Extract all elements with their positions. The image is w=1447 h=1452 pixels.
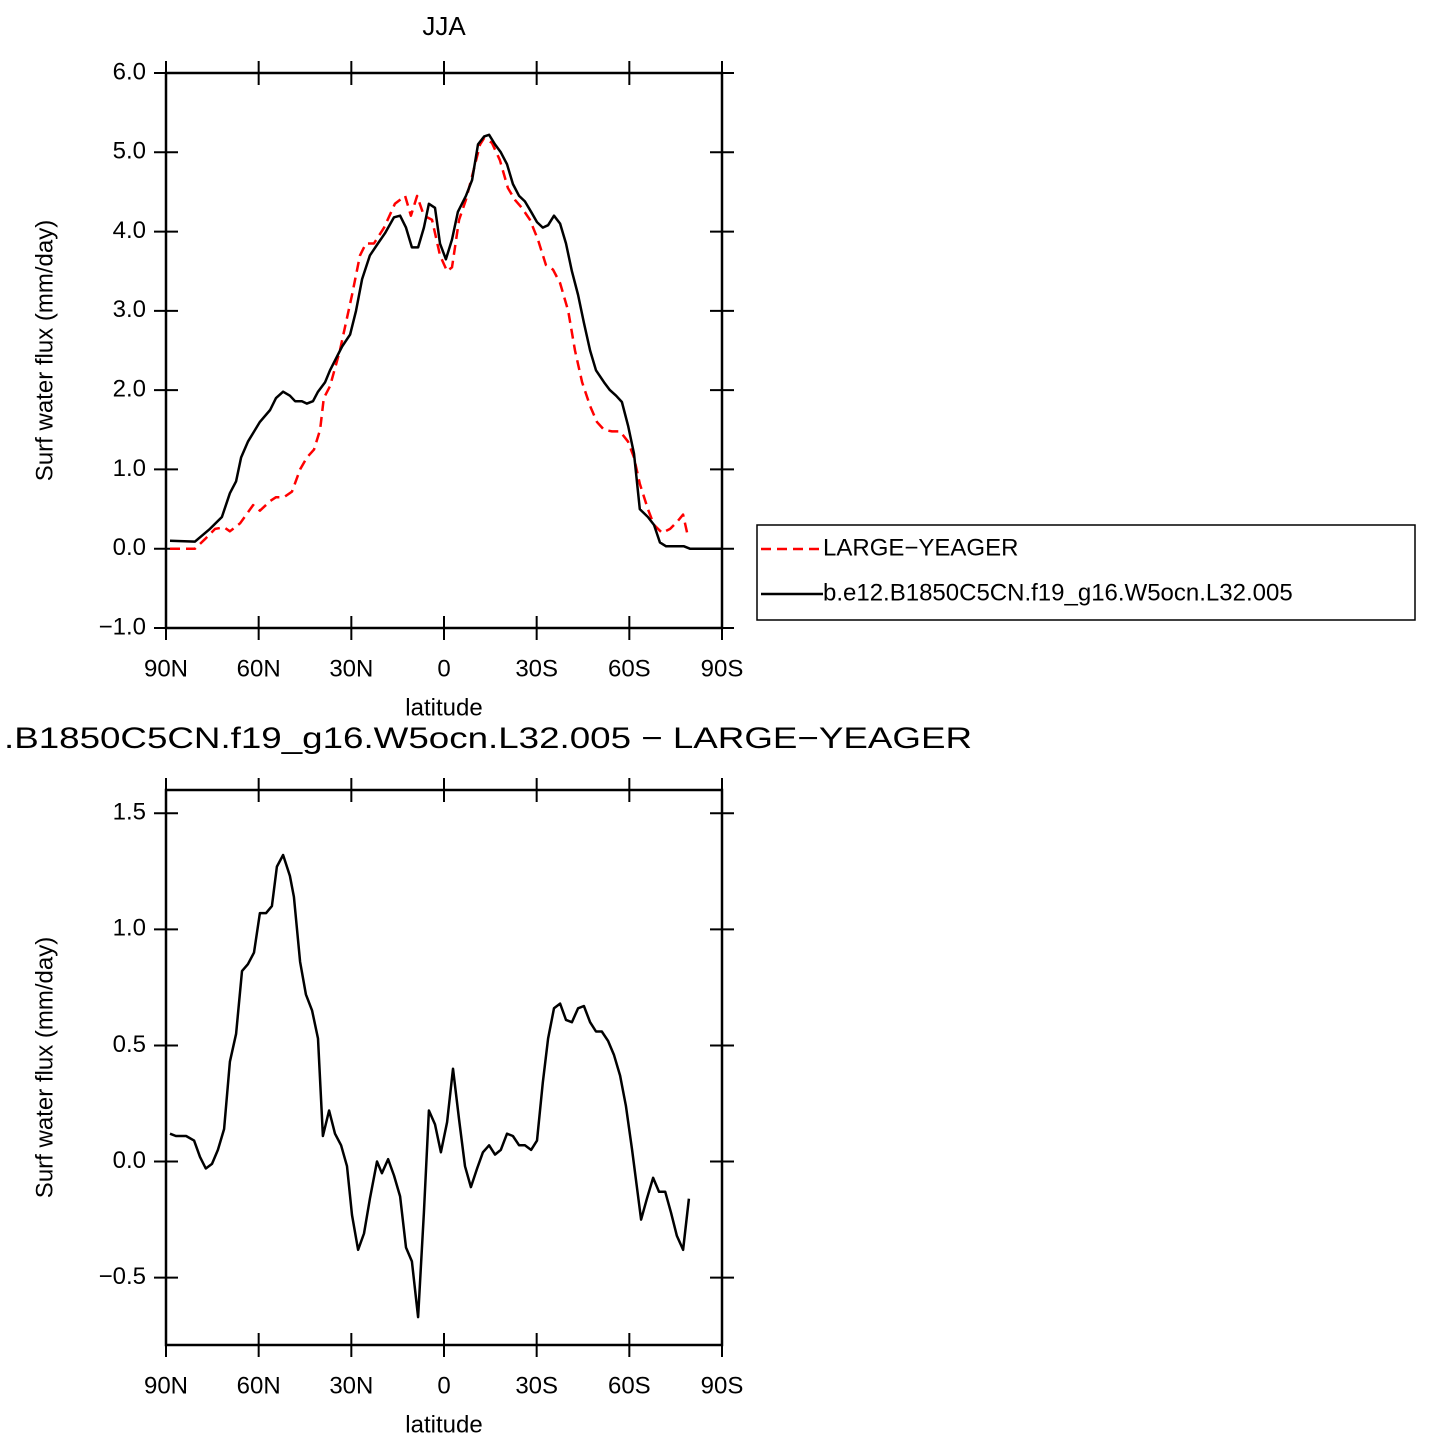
legend-box: [756, 524, 1416, 621]
y-tick-label: 0.0: [113, 1147, 146, 1174]
data-line: [170, 136, 690, 550]
data-line: [169, 853, 691, 1319]
y-tick-label: 5.0: [113, 138, 146, 165]
x-tick-label: 60S: [608, 655, 651, 682]
chart-title: JJA: [422, 11, 466, 41]
y-tick-label: 3.0: [113, 296, 146, 323]
legend-label: LARGE−YEAGER: [823, 534, 1018, 561]
y-tick-label: 1.0: [113, 455, 146, 482]
y-tick-label: 2.0: [113, 375, 146, 402]
x-tick-label: 30S: [515, 655, 558, 682]
x-tick-label: 90S: [701, 655, 744, 682]
x-tick-label: 30S: [515, 1372, 558, 1399]
x-tick-label: 30N: [329, 1372, 373, 1399]
legend-label: b.e12.B1850C5CN.f19_g16.W5ocn.L32.005: [823, 579, 1293, 606]
x-tick-label: 0: [437, 1372, 450, 1399]
data-line: [169, 133, 722, 550]
y-axis-label: Surf water flux (mm/day): [31, 937, 58, 1198]
x-axis-label: latitude: [405, 1411, 482, 1438]
plot-frame: [164, 71, 724, 630]
y-axis-label: Surf water flux (mm/day): [31, 220, 58, 481]
y-tick-label: −1.0: [99, 613, 146, 640]
x-tick-label: 60N: [237, 1372, 281, 1399]
x-axis-label: latitude: [405, 694, 482, 721]
x-tick-label: 60S: [608, 1372, 651, 1399]
y-tick-label: 6.0: [113, 58, 146, 85]
y-tick-label: −0.5: [99, 1263, 146, 1290]
y-tick-label: 0.5: [113, 1031, 146, 1058]
x-tick-label: 90N: [144, 1372, 188, 1399]
plot-frame: [164, 788, 724, 1347]
y-tick-label: 1.5: [113, 799, 146, 826]
x-tick-label: 0: [437, 655, 450, 682]
y-tick-label: 4.0: [113, 217, 146, 244]
y-tick-label: 1.0: [113, 915, 146, 942]
x-tick-label: 60N: [237, 655, 281, 682]
x-tick-label: 30N: [329, 655, 373, 682]
x-tick-label: 90S: [701, 1372, 744, 1399]
chart-title: .B1850C5CN.f19_g16.W5ocn.L32.005 − LARGE…: [4, 722, 972, 755]
y-tick-label: 0.0: [113, 534, 146, 561]
x-tick-label: 90N: [144, 655, 188, 682]
